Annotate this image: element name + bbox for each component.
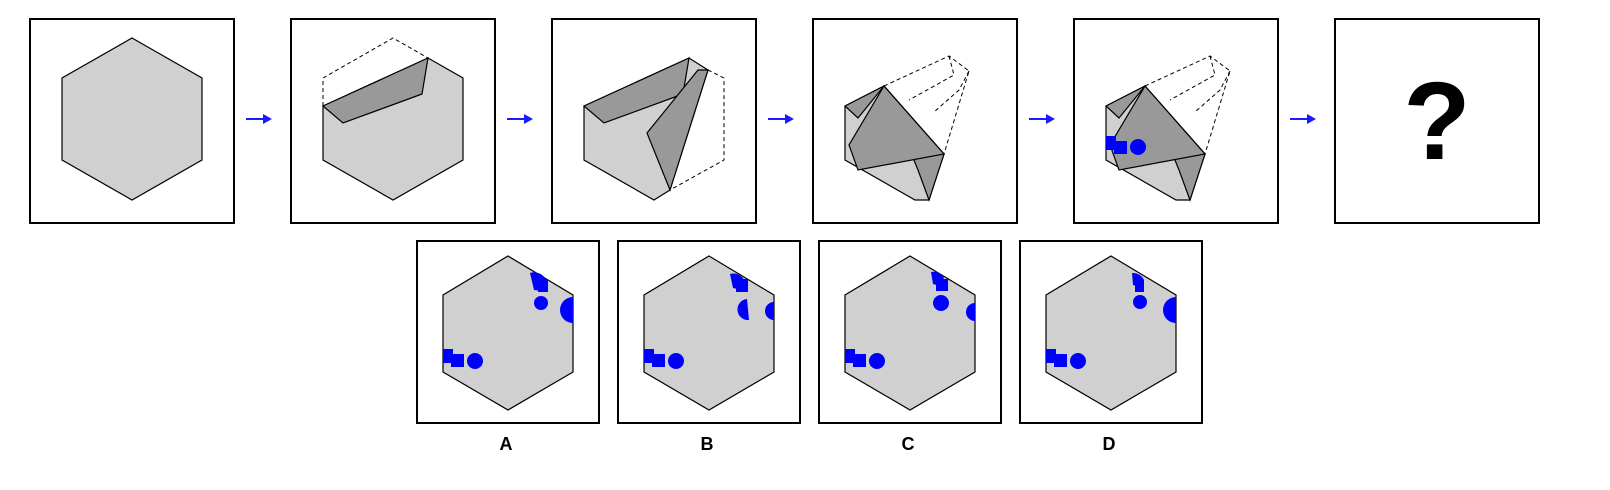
option-b-label: B <box>700 434 714 454</box>
option-a-label: A <box>499 434 513 454</box>
first-fold <box>321 37 464 201</box>
arrow-icon <box>768 114 794 124</box>
option-b-hexagon <box>643 255 775 411</box>
arrow-icon <box>507 114 533 124</box>
option-b-panel[interactable] <box>617 240 801 424</box>
arrow-icon <box>1029 114 1055 124</box>
option-a-panel[interactable] <box>416 240 600 424</box>
option-a-hexagon <box>442 255 574 411</box>
step-3-panel <box>551 18 757 224</box>
step-4-panel <box>812 18 1018 224</box>
punched-fold <box>1104 55 1231 202</box>
second-fold <box>582 56 725 201</box>
option-c-label: C <box>901 434 915 454</box>
third-fold <box>843 55 970 202</box>
step-1-panel <box>29 18 235 224</box>
arrow-icon <box>1290 114 1316 124</box>
step-5-panel <box>1073 18 1279 224</box>
arrow-icon <box>246 114 272 124</box>
question-mark: ? <box>1403 59 1471 183</box>
option-d-hexagon <box>1045 255 1177 411</box>
unfolded-hexagon <box>61 37 203 201</box>
question-panel: ? <box>1334 18 1540 224</box>
step-2-panel <box>290 18 496 224</box>
option-d-panel[interactable] <box>1019 240 1203 424</box>
option-c-hexagon <box>844 255 976 411</box>
punch-holes <box>1106 136 1146 155</box>
option-c-panel[interactable] <box>818 240 1002 424</box>
option-d-label: D <box>1102 434 1116 454</box>
